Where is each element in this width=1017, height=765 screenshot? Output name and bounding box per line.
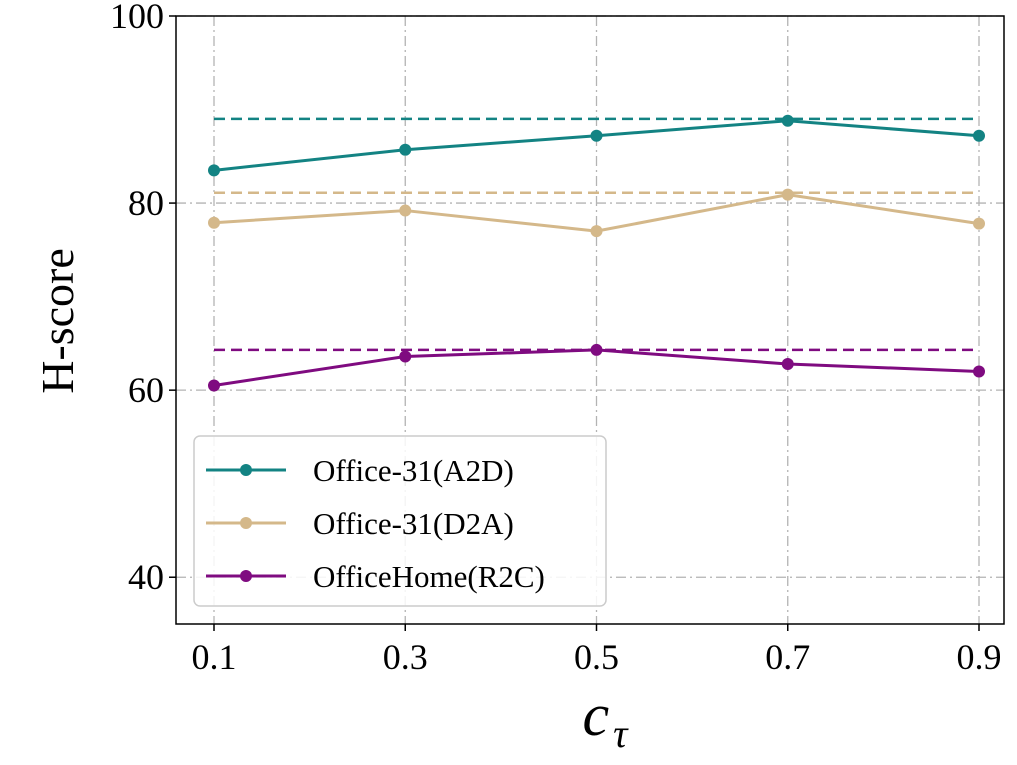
legend-swatch-marker-0 xyxy=(240,464,252,476)
series-2 xyxy=(208,343,985,392)
data-point-1-1 xyxy=(399,204,412,217)
x-tick-label-0: 0.1 xyxy=(192,637,237,677)
series-lines xyxy=(208,114,985,392)
data-point-2-4 xyxy=(973,365,985,378)
y-axis-ticks: 40 60 80 100 xyxy=(110,0,176,597)
x-axis-ticks: 0.1 0.3 0.5 0.7 0.9 xyxy=(192,624,1002,677)
legend-swatch-marker-1 xyxy=(240,517,252,529)
x-tick-label-2: 0.5 xyxy=(574,637,619,677)
data-point-0-4 xyxy=(973,129,985,142)
data-point-0-1 xyxy=(399,143,412,156)
legend-label-1: Office-31(D2A) xyxy=(313,506,514,541)
legend-item-2: OfficeHome(R2C) xyxy=(206,559,545,594)
data-point-1-3 xyxy=(781,188,794,201)
data-point-0-3 xyxy=(781,114,794,127)
data-point-2-0 xyxy=(208,379,220,392)
legend-item-1: Office-31(D2A) xyxy=(206,506,514,541)
y-axis-title: H-score xyxy=(32,248,83,394)
x-axis-title-base: c xyxy=(583,682,610,748)
data-point-2-2 xyxy=(590,343,603,356)
x-tick-label-3: 0.7 xyxy=(765,637,810,677)
series-1 xyxy=(208,188,985,238)
legend-label-0: Office-31(A2D) xyxy=(313,453,514,488)
plot-area-frame xyxy=(175,15,1005,625)
y-tick-label-0: 40 xyxy=(128,557,164,597)
legend-frame xyxy=(193,435,607,607)
data-point-1-4 xyxy=(973,217,985,230)
x-axis-title-subscript: τ xyxy=(613,711,629,756)
legend-label-2: OfficeHome(R2C) xyxy=(313,559,545,594)
x-axis-title: c τ xyxy=(583,682,630,756)
data-point-0-2 xyxy=(590,129,603,142)
data-point-0-0 xyxy=(208,164,220,177)
data-point-2-3 xyxy=(781,357,794,370)
legend-swatch-marker-2 xyxy=(240,570,252,582)
series-0 xyxy=(208,114,985,177)
y-tick-label-1: 60 xyxy=(128,370,164,410)
x-tick-label-4: 0.9 xyxy=(957,637,1002,677)
legend: Office-31(A2D) Office-31(D2A) OfficeHome(R… xyxy=(193,435,607,607)
data-point-1-2 xyxy=(590,225,603,238)
legend-item-0: Office-31(A2D) xyxy=(206,453,514,488)
x-tick-label-1: 0.3 xyxy=(383,637,428,677)
y-tick-label-3: 100 xyxy=(110,0,164,36)
data-point-1-0 xyxy=(208,216,220,229)
y-tick-label-2: 80 xyxy=(128,183,164,223)
data-point-2-1 xyxy=(399,350,412,363)
